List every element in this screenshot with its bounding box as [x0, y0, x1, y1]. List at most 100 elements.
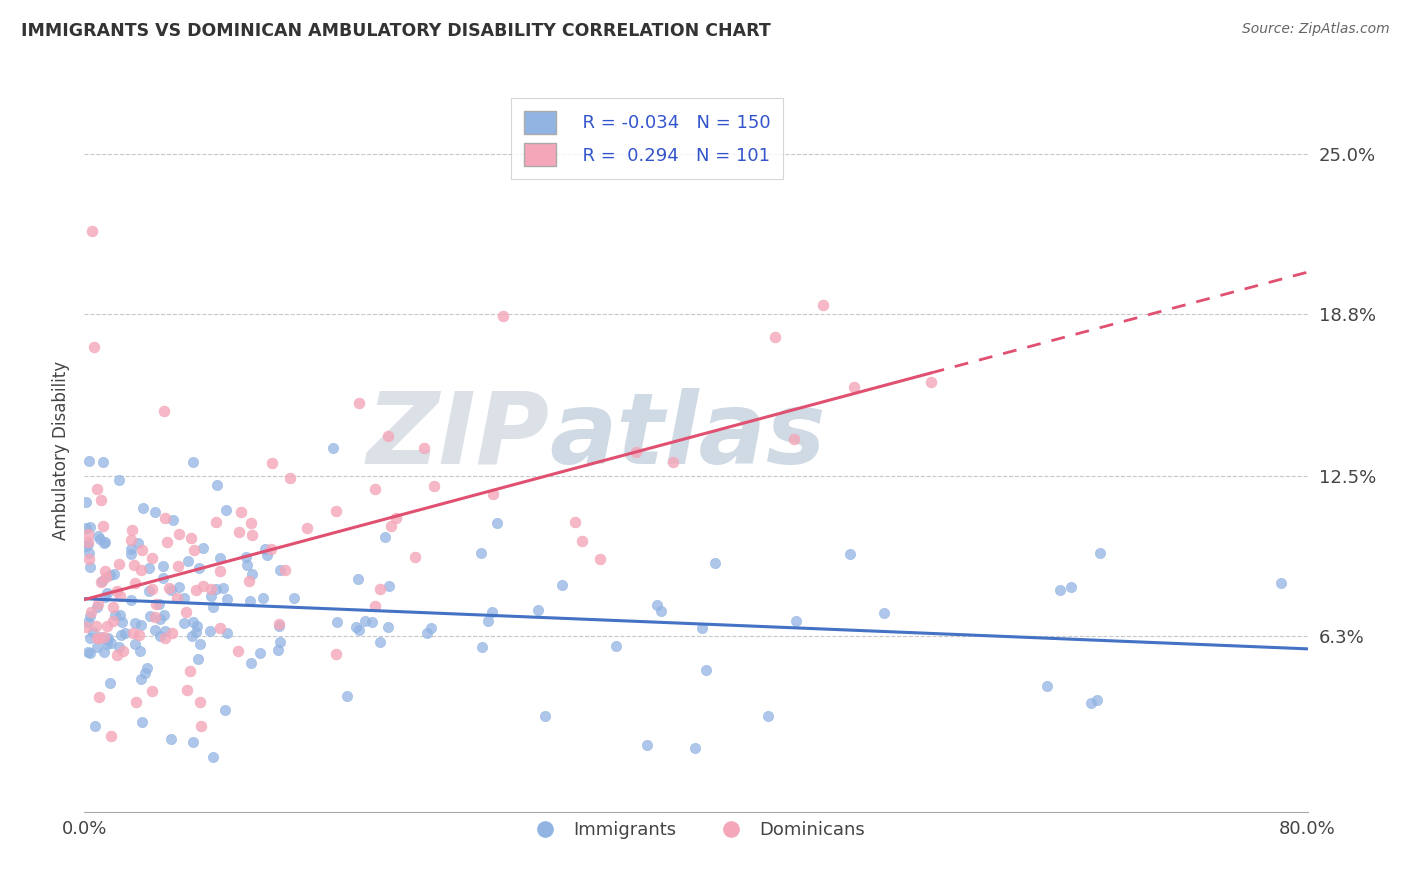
Point [181, 615, 204, 629]
Point [128, 628, 150, 642]
Point [160, 626, 183, 640]
Point [77, 551, 100, 566]
Point [138, 561, 160, 575]
Point [187, 652, 209, 666]
Point [205, 478, 228, 492]
Point [152, 404, 174, 418]
Point [105, 648, 128, 662]
Point [90, 574, 112, 589]
Point [149, 629, 172, 643]
Point [134, 665, 156, 680]
Point [240, 516, 263, 530]
Point [180, 531, 202, 545]
Point [404, 549, 426, 564]
Y-axis label: Ambulatory Disability: Ambulatory Disability [52, 361, 70, 540]
Point [76, 537, 98, 551]
Point [80, 605, 103, 619]
Point [368, 635, 391, 649]
Point [377, 619, 399, 633]
Point [187, 561, 209, 575]
Point [110, 607, 132, 622]
Point [83, 340, 105, 354]
Point [79, 631, 101, 645]
Point [160, 582, 183, 597]
Point [152, 571, 174, 585]
Point [200, 582, 222, 596]
Point [374, 531, 396, 545]
Point [704, 557, 727, 571]
Point [347, 396, 370, 410]
Point [90, 631, 112, 645]
Point [214, 703, 236, 717]
Point [183, 543, 205, 558]
Point [238, 574, 260, 588]
Text: IMMIGRANTS VS DOMINICAN AMBULATORY DISABILITY CORRELATION CHART: IMMIGRANTS VS DOMINICAN AMBULATORY DISAB… [21, 22, 770, 40]
Point [141, 683, 163, 698]
Point [129, 618, 152, 632]
Point [645, 598, 668, 612]
Point [873, 606, 896, 620]
Point [96, 586, 118, 600]
Point [98, 567, 121, 582]
Point [101, 599, 124, 614]
Point [169, 526, 191, 541]
Point [76, 527, 98, 541]
Point [149, 612, 172, 626]
Point [249, 646, 271, 660]
Point [96, 637, 118, 651]
Point [131, 715, 153, 730]
Point [120, 542, 142, 557]
Point [1080, 696, 1102, 710]
Point [605, 639, 627, 653]
Point [193, 579, 215, 593]
Point [420, 621, 443, 635]
Point [844, 380, 866, 394]
Point [124, 575, 146, 590]
Point [152, 608, 174, 623]
Point [215, 502, 238, 516]
Point [181, 629, 204, 643]
Legend: Immigrants, Dominicans: Immigrants, Dominicans [519, 814, 873, 846]
Point [839, 547, 862, 561]
Point [148, 597, 170, 611]
Point [482, 487, 505, 501]
Point [785, 614, 807, 628]
Point [138, 609, 160, 624]
Point [217, 592, 239, 607]
Point [114, 625, 136, 640]
Point [121, 626, 143, 640]
Point [110, 628, 132, 642]
Point [82, 624, 104, 639]
Text: ZIP: ZIP [366, 387, 550, 484]
Point [86, 483, 108, 497]
Text: Source: ZipAtlas.com: Source: ZipAtlas.com [1241, 22, 1389, 37]
Point [77, 645, 100, 659]
Point [364, 599, 387, 613]
Point [193, 541, 215, 555]
Point [87, 631, 110, 645]
Point [377, 429, 399, 443]
Point [153, 511, 176, 525]
Point [240, 566, 263, 581]
Point [364, 483, 387, 497]
Point [240, 527, 263, 541]
Point [93, 630, 115, 644]
Point [534, 708, 557, 723]
Point [79, 609, 101, 624]
Point [141, 582, 163, 597]
Point [111, 644, 134, 658]
Point [166, 559, 188, 574]
Point [470, 546, 492, 560]
Point [198, 624, 221, 639]
Point [527, 602, 550, 616]
Point [77, 535, 100, 549]
Point [156, 534, 179, 549]
Point [322, 441, 344, 455]
Point [75, 521, 97, 535]
Point [228, 524, 250, 539]
Point [260, 541, 283, 556]
Point [155, 624, 177, 638]
Point [132, 501, 155, 516]
Point [184, 582, 207, 597]
Point [326, 615, 349, 629]
